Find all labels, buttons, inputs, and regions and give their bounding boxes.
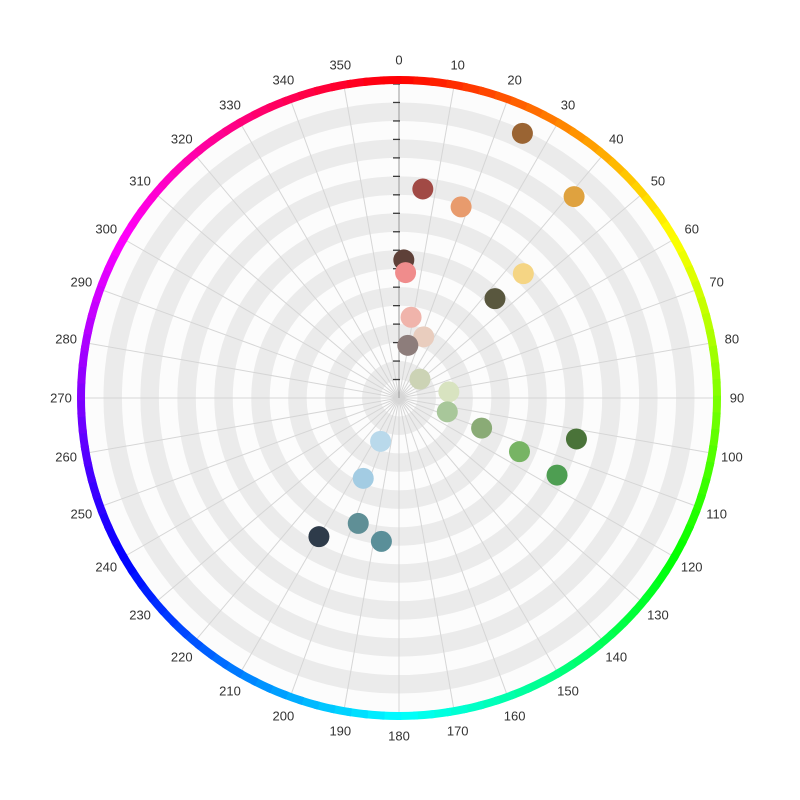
hue-ring-segment [379,76,402,85]
data-point[interactable] [413,326,435,348]
angle-label-300: 300 [95,221,118,237]
spoke-line [89,397,400,454]
angle-label-320: 320 [170,131,193,147]
spoke-line [398,125,557,399]
angle-label-280: 280 [55,331,77,347]
spoke-line [398,397,640,601]
angle-label-140: 140 [605,649,628,665]
spoke-line [398,290,695,399]
spoke-line [126,397,400,556]
data-point[interactable] [512,263,534,285]
angle-label-0: 0 [395,52,403,68]
angle-label-70: 70 [709,274,724,290]
spoke-line [398,397,557,671]
angle-label-110: 110 [706,506,727,522]
spoke-line [158,397,400,601]
angle-label-100: 100 [721,449,743,465]
spoke-line [343,397,400,708]
data-point[interactable] [511,122,533,144]
data-point[interactable] [563,186,585,208]
spoke-line [196,397,400,639]
data-point[interactable] [370,430,392,452]
angle-label-200: 200 [272,708,295,724]
angle-label-30: 30 [560,97,576,113]
data-point[interactable] [308,526,330,548]
spoke-line [241,125,400,399]
angle-label-60: 60 [684,221,699,237]
spoke-line [398,397,672,556]
data-point[interactable] [395,262,417,284]
angle-label-290: 290 [70,274,93,290]
data-point[interactable] [546,464,568,486]
data-point[interactable] [409,368,431,390]
angle-label-80: 80 [724,331,740,347]
angle-label-250: 250 [70,506,93,522]
spoke-line [126,240,400,399]
spoke-line [398,195,640,399]
data-point[interactable] [370,530,392,552]
angle-label-20: 20 [507,72,522,88]
spoke-line [398,397,602,639]
spoke-line [89,342,400,399]
angle-label-270: 270 [50,390,72,406]
data-point[interactable] [347,512,369,534]
data-point[interactable] [352,467,374,489]
spoke-line [103,290,400,399]
angle-label-180: 180 [388,728,410,744]
angle-label-260: 260 [55,449,77,465]
spoke-line [103,397,400,506]
angle-label-340: 340 [272,72,295,88]
angle-label-40: 40 [609,131,624,147]
data-point[interactable] [397,334,419,356]
spoke-line [343,88,400,399]
angle-label-50: 50 [650,173,666,189]
angle-label-220: 220 [170,649,193,665]
data-point[interactable] [412,178,434,200]
spoke-line [196,157,400,399]
data-point[interactable] [484,288,506,310]
spoke-line [398,240,672,399]
angle-label-230: 230 [129,607,151,623]
angle-label-210: 210 [219,683,241,699]
data-point[interactable] [508,441,530,463]
data-point[interactable] [565,428,587,450]
spoke-line [158,195,400,399]
angle-label-310: 310 [129,173,151,189]
spoke-line [291,102,400,399]
angle-label-150: 150 [557,683,579,699]
angle-label-120: 120 [680,559,703,575]
angle-label-90: 90 [729,390,745,406]
angle-label-330: 330 [219,97,241,113]
data-point[interactable] [438,381,460,403]
angle-label-350: 350 [329,57,352,73]
angle-label-190: 190 [329,723,352,739]
angle-label-170: 170 [446,723,469,739]
spoke-line [398,397,507,694]
angle-label-240: 240 [95,559,118,575]
data-point[interactable] [471,417,493,439]
data-point[interactable] [450,196,472,218]
data-point[interactable] [436,401,458,423]
angle-label-130: 130 [647,607,669,623]
angle-label-160: 160 [503,708,526,724]
spoke-line [398,397,455,708]
data-point[interactable] [400,306,422,328]
angle-label-10: 10 [450,57,465,73]
